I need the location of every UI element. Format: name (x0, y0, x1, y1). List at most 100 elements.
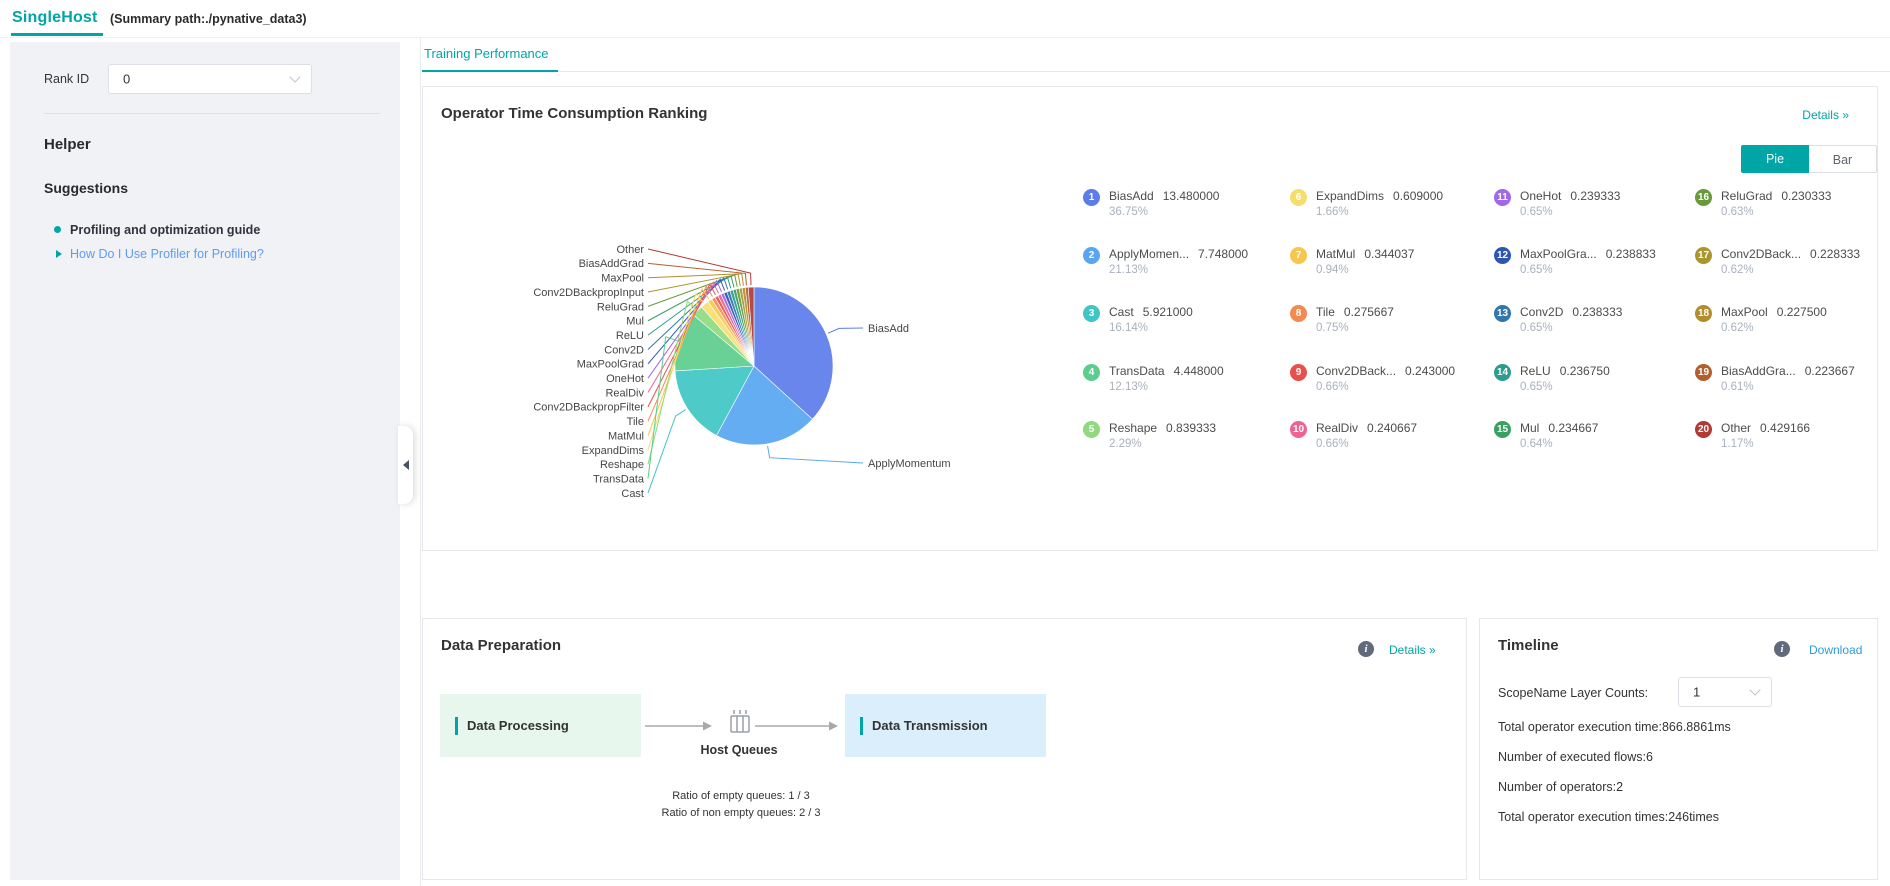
legend-item-Tile[interactable]: 8 Tile 0.275667 0.75% (1290, 305, 1394, 334)
operator-card-title: Operator Time Consumption Ranking (441, 105, 708, 122)
label-line-ApplyMomentum (767, 445, 864, 464)
timeline-card: Timeline i Download ScopeName Layer Coun… (1479, 618, 1878, 880)
legend-item-TransData[interactable]: 4 TransData 4.448000 12.13% (1083, 364, 1224, 393)
bar-toggle-button[interactable]: Bar (1809, 145, 1877, 173)
legend-item-Conv2DBackpropInput[interactable]: 17 Conv2DBack... 0.228333 0.62% (1695, 247, 1860, 276)
ratio-empty-queues: Ratio of empty queues: 1 / 3 (672, 790, 810, 802)
legend-item-Other[interactable]: 20 Other 0.429166 1.17% (1695, 421, 1810, 450)
pie-slice-ApplyMomentum[interactable] (716, 365, 813, 446)
rank-badge: 4 (1083, 364, 1100, 381)
data-transmission-box[interactable]: Data Transmission (845, 694, 1046, 757)
legend-name-value: BiasAddGra... 0.223667 (1721, 364, 1855, 378)
legend-name-value: MaxPool 0.227500 (1721, 305, 1827, 319)
pie-slice-BiasAdd[interactable] (753, 286, 834, 420)
label-line-Conv2D (647, 277, 729, 350)
legend-percent: 36.75% (1109, 206, 1149, 218)
legend-name-value: OneHot 0.239333 (1520, 189, 1621, 203)
tab-training-performance[interactable]: Training Performance (424, 46, 549, 61)
label-line-Conv2DBackpropInput (647, 273, 741, 293)
legend-percent: 0.75% (1316, 322, 1349, 334)
data-processing-box[interactable]: Data Processing (440, 694, 641, 757)
rank-badge: 17 (1695, 247, 1712, 264)
legend-percent: 0.61% (1721, 381, 1754, 393)
sidebar-collapse-handle[interactable] (398, 426, 413, 504)
content-divider (420, 38, 421, 886)
legend-item-MatMul[interactable]: 7 MatMul 0.344037 0.94% (1290, 247, 1414, 276)
rank-badge: 3 (1083, 305, 1100, 322)
pie-slice-Other[interactable] (747, 286, 755, 367)
legend-percent: 12.13% (1109, 381, 1149, 393)
stat-executed-flows: Number of executed flows:6 (1498, 750, 1653, 764)
legend-item-Conv2D[interactable]: 13 Conv2D 0.238333 0.65% (1494, 305, 1622, 334)
legend-item-Cast[interactable]: 3 Cast 5.921000 16.14% (1083, 305, 1193, 334)
legend-name-value: ApplyMomen... 7.748000 (1109, 247, 1249, 261)
accent-bar (860, 716, 863, 735)
legend-percent: 16.14% (1109, 322, 1149, 334)
legend-item-OneHot[interactable]: 11 OneHot 0.239333 0.65% (1494, 189, 1620, 218)
tab-bar: Training Performance (422, 38, 1890, 72)
data-preparation-card: Data Preparation i Details » Data Proces… (422, 618, 1467, 880)
legend-name-value: Cast 5.921000 (1109, 305, 1193, 319)
legend-item-ApplyMomentum[interactable]: 2 ApplyMomen... 7.748000 21.13% (1083, 247, 1248, 276)
rank-badge: 20 (1695, 421, 1712, 438)
legend-percent: 0.66% (1316, 438, 1349, 450)
legend-item-MaxPool[interactable]: 18 MaxPool 0.227500 0.62% (1695, 305, 1827, 334)
rank-badge: 11 (1494, 189, 1511, 206)
legend-percent: 0.64% (1520, 438, 1553, 450)
legend-percent: 0.65% (1520, 264, 1553, 276)
info-icon[interactable]: i (1774, 641, 1790, 657)
legend-percent: 2.29% (1109, 438, 1142, 450)
pie-label-TransData: TransData (593, 473, 645, 485)
double-chevron-icon: » (1429, 643, 1436, 657)
legend-percent: 0.66% (1316, 381, 1349, 393)
rank-badge: 6 (1290, 189, 1307, 206)
legend-item-MaxPoolGrad[interactable]: 12 MaxPoolGra... 0.238833 0.65% (1494, 247, 1656, 276)
pie-label-Reshape: Reshape (600, 459, 644, 471)
scope-layer-counts-select[interactable]: 1 (1678, 677, 1772, 707)
rank-badge: 15 (1494, 421, 1511, 438)
legend-name-value: MatMul 0.344037 (1316, 247, 1415, 261)
rank-badge: 2 (1083, 247, 1100, 264)
pie-toggle-button[interactable]: Pie (1741, 145, 1809, 173)
data-prep-details-link[interactable]: Details » (1389, 643, 1436, 657)
pie-label-Mul: Mul (626, 316, 644, 328)
suggestions-heading: Suggestions (44, 180, 129, 196)
ratio-non-empty-queues: Ratio of non empty queues: 2 / 3 (661, 807, 821, 819)
legend-percent: 0.94% (1316, 264, 1349, 276)
label-line-Mul (647, 275, 735, 322)
legend-name-value: Reshape 0.839333 (1109, 421, 1217, 435)
pie-label-Conv2DBackpropInput: Conv2DBackpropInput (533, 287, 644, 299)
legend-percent: 0.63% (1721, 206, 1754, 218)
legend-item-ExpandDims[interactable]: 6 ExpandDims 0.609000 1.66% (1290, 189, 1443, 218)
profiler-help-link[interactable]: How Do I Use Profiler for Profiling? (56, 247, 264, 261)
pie-slice-Cast[interactable] (674, 365, 755, 436)
legend-item-Conv2DBackpropFilter[interactable]: 9 Conv2DBack... 0.243000 0.66% (1290, 364, 1455, 393)
legend-name-value: ExpandDims 0.609000 (1316, 189, 1444, 203)
rank-badge: 14 (1494, 364, 1511, 381)
legend-item-BiasAdd[interactable]: 1 BiasAdd 13.480000 36.75% (1083, 189, 1219, 218)
legend-item-BiasAddGrad[interactable]: 19 BiasAddGra... 0.223667 0.61% (1695, 364, 1855, 393)
app-header: SingleHost (Summary path:./pynative_data… (0, 0, 1890, 38)
legend-item-Mul[interactable]: 15 Mul 0.234667 0.64% (1494, 421, 1598, 450)
info-icon[interactable]: i (1358, 641, 1374, 657)
operator-details-link[interactable]: Details » (1802, 108, 1849, 122)
suggestion-guide-item[interactable]: Profiling and optimization guide (54, 223, 260, 237)
pie-label-Conv2D: Conv2D (604, 344, 644, 356)
rank-id-label: Rank ID (44, 72, 90, 86)
pie-label-MaxPool: MaxPool (601, 273, 644, 285)
legend-item-RealDiv[interactable]: 10 RealDiv 0.240667 0.66% (1290, 421, 1417, 450)
legend-item-ReluGrad[interactable]: 16 ReluGrad 0.230333 0.63% (1695, 189, 1831, 218)
bullet-icon (54, 226, 61, 233)
legend-item-ReLU[interactable]: 14 ReLU 0.236750 0.65% (1494, 364, 1610, 393)
operator-pie-chart[interactable]: Other BiasAddGrad MaxPool Conv2DBackpropInp… (439, 229, 1089, 549)
rank-badge: 10 (1290, 421, 1307, 438)
legend-item-Reshape[interactable]: 5 Reshape 0.839333 2.29% (1083, 421, 1216, 450)
label-line-ReLU (647, 276, 732, 336)
helper-heading: Helper (44, 136, 91, 153)
rank-id-select[interactable]: 0 (108, 64, 312, 94)
timeline-download-link[interactable]: Download (1809, 643, 1863, 657)
legend-name-value: BiasAdd 13.480000 (1109, 189, 1220, 203)
stat-total-execution-times: Total operator execution times:246times (1498, 810, 1719, 824)
stat-number-of-operators: Number of operators:2 (1498, 780, 1624, 794)
chevron-down-icon (289, 71, 301, 83)
